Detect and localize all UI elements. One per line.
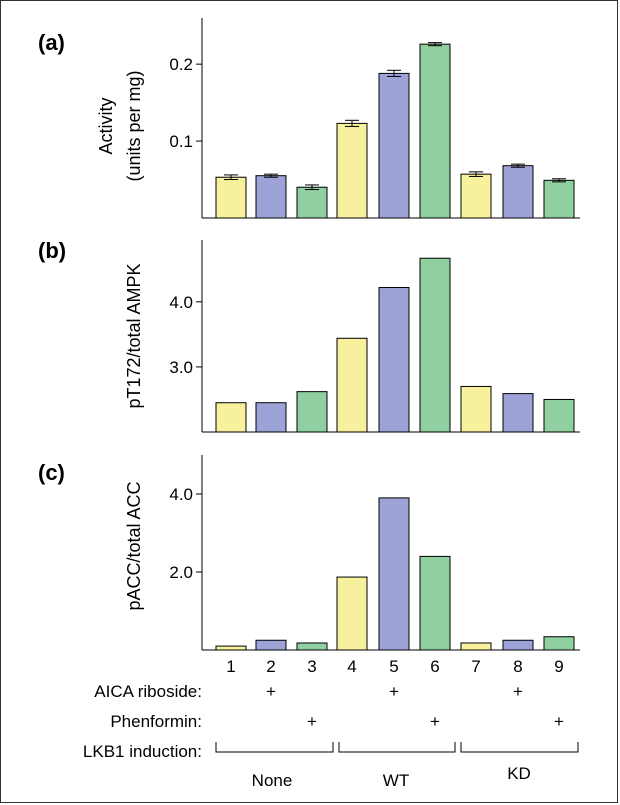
panel-a-ylabel-line2: (units per mg) [124, 70, 144, 181]
condition-marks: + + + + + + [266, 682, 564, 731]
panel-c-bar [215, 645, 247, 651]
panel-a-bar [296, 186, 328, 219]
lane-number: 3 [307, 657, 316, 676]
aica-riboside-label: AICA riboside: [94, 682, 202, 701]
panel-a-bar [336, 122, 368, 219]
panel-b-bar [460, 385, 492, 433]
aica-plus-mark: + [513, 682, 523, 701]
panel-c-bar [336, 576, 368, 651]
panel-c-bar [378, 497, 410, 651]
phenformin-label: Phenformin: [110, 712, 202, 731]
panel-c-ytick-label: 4.0 [169, 485, 193, 504]
lkb1-brackets [215, 742, 579, 753]
panel-a-ytick-label: 0.1 [169, 132, 193, 151]
panel-b-ytick-label: 3.0 [169, 358, 193, 377]
panel-a-bar [215, 176, 247, 219]
panel-c-bar [460, 642, 492, 651]
lane-number: 5 [389, 657, 398, 676]
bracket-kd [460, 742, 579, 753]
group-wt-label: WT [383, 771, 409, 790]
panel-c-bar [255, 639, 287, 651]
phenformin-plus-mark: + [554, 712, 564, 731]
panel-b-bar [215, 402, 247, 433]
panel-b-letter: (b) [38, 238, 66, 263]
panel-b-bar [543, 398, 575, 433]
panel-c-ytick-label: 2.0 [169, 563, 193, 582]
panel-a-bar [460, 173, 492, 219]
panel-c-bar [502, 639, 534, 651]
panel-b-ylabel: pT172/total AMPK [124, 263, 144, 408]
lane-numbers: 1 2 3 4 5 6 7 8 9 [226, 657, 563, 676]
panel-b-bar [336, 337, 368, 433]
bracket-wt [338, 742, 456, 753]
lane-number: 8 [513, 657, 522, 676]
lkb1-induction-label: LKB1 induction: [83, 742, 202, 761]
panel-b-ytick-label: 4.0 [169, 293, 193, 312]
lane-number: 1 [226, 657, 235, 676]
panel-c-letter: (c) [38, 460, 65, 485]
lane-number: 9 [554, 657, 563, 676]
lane-number: 7 [471, 657, 480, 676]
aica-plus-mark: + [389, 682, 399, 701]
panel-c-bar [543, 636, 575, 651]
lane-number: 6 [430, 657, 439, 676]
panel-b-bar [378, 287, 410, 433]
panel-a-bar [419, 43, 451, 219]
bracket-none [215, 742, 334, 753]
panel-a-ylabel-line1: Activity [96, 97, 116, 154]
panel-b-bar [419, 257, 451, 433]
panel-c-bar [296, 642, 328, 651]
group-kd-label: KD [507, 764, 531, 783]
panel-a-ytick-label: 0.2 [169, 55, 193, 74]
aica-plus-mark: + [266, 682, 276, 701]
panel-c-bar [419, 555, 451, 651]
panel-a-bar [543, 179, 575, 219]
phenformin-plus-mark: + [307, 712, 317, 731]
group-none-label: None [252, 771, 293, 790]
phenformin-plus-mark: + [430, 712, 440, 731]
panel-b-bar [255, 402, 287, 433]
panel-c-ylabel: pACC/total ACC [124, 481, 144, 610]
panel-a-bar [255, 175, 287, 219]
panel-b-bar [502, 393, 534, 433]
bars-layer: 0.1 0.2 3.0 4.0 2.0 4.0 [169, 18, 580, 651]
panel-a-bar [502, 165, 534, 219]
panel-a-bar [378, 72, 410, 219]
panel-a-letter: (a) [38, 30, 65, 55]
panel-b-bar [296, 391, 328, 433]
lane-number: 4 [347, 657, 356, 676]
lane-number: 2 [266, 657, 275, 676]
